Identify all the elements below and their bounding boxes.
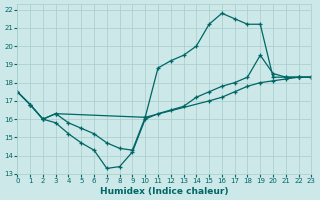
X-axis label: Humidex (Indice chaleur): Humidex (Indice chaleur) [100, 187, 228, 196]
